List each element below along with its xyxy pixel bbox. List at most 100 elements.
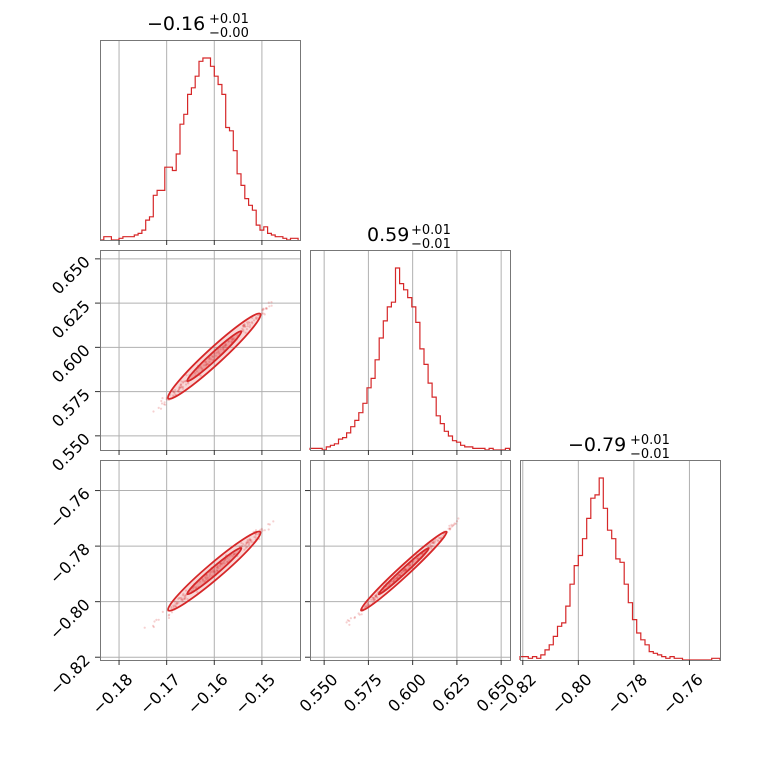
- scatter-point: [196, 590, 199, 594]
- scatter-point: [396, 575, 400, 578]
- scatter-point: [257, 533, 260, 536]
- scatter-point: [199, 366, 203, 369]
- scatter-point: [261, 312, 264, 315]
- scatter-point: [157, 406, 160, 409]
- histogram-layer: [100, 57, 721, 661]
- scatter-point: [181, 387, 185, 390]
- scatter-point: [226, 556, 229, 560]
- contour-level: [186, 330, 243, 383]
- scatter-point: [430, 545, 433, 548]
- scatter-point: [172, 606, 175, 609]
- scatter-point: [210, 358, 213, 361]
- scatter-point: [208, 358, 211, 361]
- scatter-point: [205, 578, 208, 581]
- scatter-point: [174, 389, 177, 392]
- scatter-point: [348, 619, 351, 623]
- scatter-point: [230, 340, 233, 343]
- scatter-point: [404, 569, 407, 572]
- scatter-point: [215, 566, 219, 569]
- scatter-point: [187, 382, 190, 385]
- title-param-2: −0.79 +0.01 −0.01: [568, 433, 670, 462]
- scatter-point: [374, 594, 377, 597]
- scatter-point: [260, 527, 263, 531]
- scatter-point: [143, 626, 146, 629]
- scatter-point: [270, 304, 273, 307]
- scatter-point: [243, 548, 246, 551]
- y-tick-label: 0.575: [48, 385, 94, 431]
- scatter-point: [431, 544, 434, 548]
- scatter-point: [400, 571, 403, 575]
- scatter-point: [164, 403, 167, 406]
- scatter-point: [243, 325, 246, 328]
- scatter-point: [224, 343, 227, 346]
- scatter-point: [226, 560, 229, 564]
- scatter-point: [363, 606, 366, 609]
- x-tick-label: 0.600: [384, 670, 430, 716]
- scatter-point: [221, 563, 224, 566]
- scatter-point: [219, 562, 222, 565]
- scatter-point: [178, 386, 181, 389]
- scatter-point: [215, 569, 218, 572]
- scatter-point: [401, 571, 404, 574]
- scatter-point: [408, 564, 412, 567]
- y-tick-label: 0.550: [48, 429, 94, 475]
- scatter-point: [208, 573, 212, 576]
- x-tick-label: −0.17: [136, 670, 184, 718]
- scatter-point: [202, 579, 205, 583]
- scatter-point: [171, 389, 175, 392]
- scatter-point: [370, 598, 373, 601]
- scatter-point: [452, 523, 455, 527]
- scatter-point: [248, 321, 251, 324]
- scatter-point: [358, 613, 361, 616]
- scatter-point: [388, 582, 391, 585]
- scatter-point: [429, 544, 432, 547]
- scatter-point: [366, 602, 369, 605]
- contour-level: [377, 547, 430, 596]
- scatter-point: [244, 331, 247, 334]
- scatter-point: [395, 577, 398, 580]
- scatter-point: [205, 363, 208, 366]
- scatter-point: [227, 340, 230, 343]
- scatter-point: [453, 522, 456, 525]
- scatter-point: [181, 594, 184, 597]
- scatter-point: [177, 387, 180, 390]
- scatter-point: [372, 596, 375, 600]
- x-tick-label: −0.76: [659, 670, 707, 718]
- scatter-point: [241, 327, 244, 330]
- scatter-point: [160, 399, 163, 403]
- scatter-point: [177, 601, 180, 604]
- scatter-point: [222, 345, 225, 348]
- scatter-point: [205, 362, 208, 365]
- scatter-point: [222, 346, 225, 349]
- scatter-point: [172, 394, 175, 397]
- scatter-point: [183, 594, 186, 597]
- scatter-point: [348, 623, 351, 626]
- scatter-point: [204, 364, 207, 367]
- scatter-point: [402, 569, 405, 572]
- scatter-point: [170, 607, 173, 610]
- scatter-point: [268, 523, 271, 526]
- scatter-point: [245, 542, 248, 545]
- scatter-point: [175, 602, 178, 605]
- scatter-point: [184, 594, 187, 598]
- scatter-point: [247, 541, 250, 544]
- scatter-point: [173, 391, 176, 395]
- scatter-point: [243, 325, 246, 328]
- scatter-point: [261, 308, 264, 311]
- scatter-point: [250, 321, 254, 324]
- scatter-point: [364, 605, 367, 608]
- panel-frame: [100, 250, 301, 451]
- scatter-point: [265, 306, 268, 310]
- scatter-point: [404, 567, 407, 571]
- scatter-point: [432, 541, 435, 544]
- histogram-step: [100, 57, 299, 241]
- scatter-point: [251, 316, 254, 320]
- scatter-point: [261, 529, 264, 532]
- scatter-point: [195, 586, 198, 589]
- scatter-point: [152, 410, 155, 413]
- scatter-point: [398, 573, 401, 576]
- scatter-point: [157, 618, 160, 621]
- x-tick-label: −0.18: [88, 670, 136, 718]
- title-param-0: −0.16 +0.01 −0.00: [147, 12, 249, 41]
